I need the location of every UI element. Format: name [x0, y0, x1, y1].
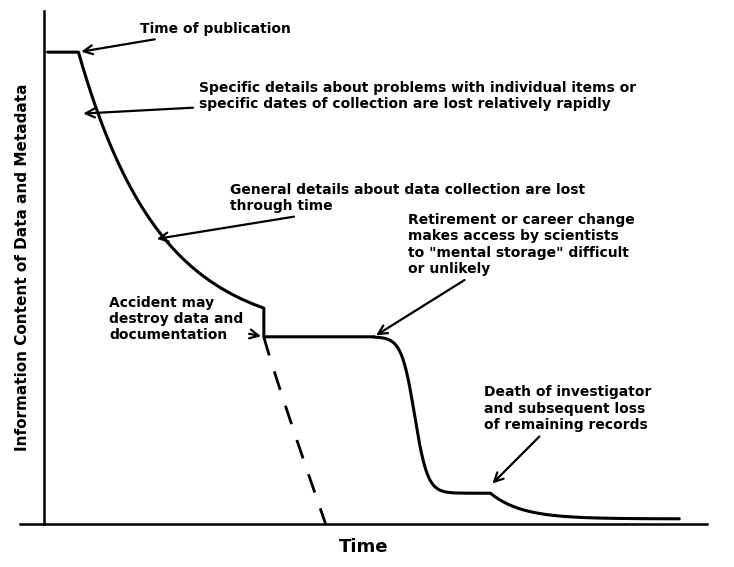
Text: Retirement or career change
makes access by scientists
to "mental storage" diffi: Retirement or career change makes access…	[378, 213, 635, 334]
Text: Time of publication: Time of publication	[84, 22, 291, 54]
Text: General details about data collection are lost
through time: General details about data collection ar…	[159, 183, 585, 242]
Text: Death of investigator
and subsequent loss
of remaining records: Death of investigator and subsequent los…	[484, 386, 651, 482]
Y-axis label: Information Content of Data and Metadata: Information Content of Data and Metadata	[15, 84, 30, 451]
Text: Accident may
destroy data and
documentation: Accident may destroy data and documentat…	[109, 295, 258, 342]
X-axis label: Time: Time	[338, 538, 388, 556]
Text: Specific details about problems with individual items or
specific dates of colle: Specific details about problems with ind…	[86, 81, 636, 117]
